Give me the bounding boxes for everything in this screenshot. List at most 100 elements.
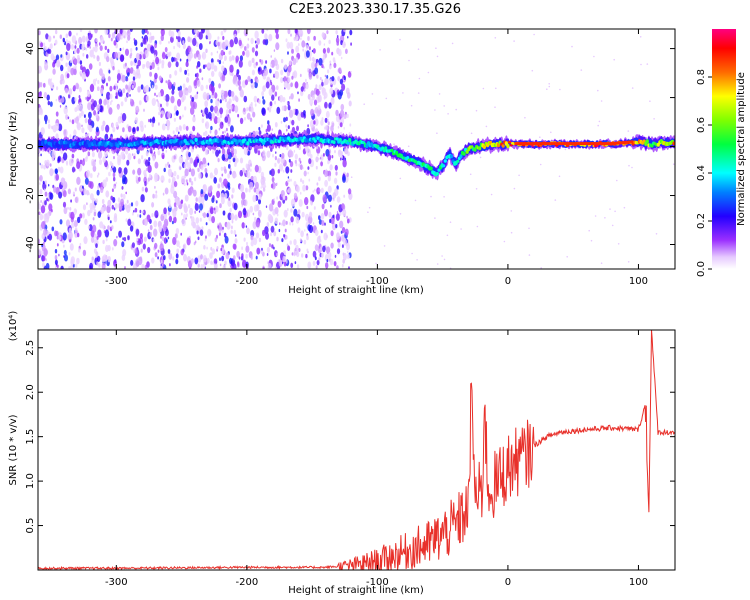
noise-speckle [127,235,130,241]
ridge-mark [514,142,516,146]
noise-speckle [96,255,101,262]
noise-speckle [179,67,183,73]
noise-speckle [320,246,323,251]
ridge-mark [537,142,540,146]
noise-speckle [339,220,344,229]
noise-speckle [101,73,105,80]
noise-speckle [434,217,436,219]
noise-speckle [434,109,436,111]
noise-speckle [323,232,328,241]
ridge-mark [587,142,589,146]
noise-speckle [318,84,322,91]
noise-speckle [170,36,174,43]
ridge-mark [582,142,584,146]
noise-speckle [232,243,236,250]
noise-speckle [290,208,293,213]
noise-speckle [246,170,251,179]
noise-speckle [42,262,45,268]
noise-speckle [98,150,103,159]
noise-speckle [219,229,222,234]
noise-speckle [43,188,46,192]
noise-speckle [368,206,371,209]
noise-speckle [335,30,338,35]
noise-speckle [100,124,105,132]
noise-speckle [308,72,313,80]
ridge-mark [478,146,482,151]
noise-speckle [160,235,162,239]
ridge-mark [581,142,583,146]
ridge-mark [558,142,561,146]
ridge-mark [230,140,234,145]
noise-speckle [154,175,158,183]
noise-speckle [226,159,228,162]
noise-speckle [335,109,339,117]
noise-speckle [631,87,634,89]
noise-speckle [244,223,246,227]
noise-speckle [69,207,72,211]
noise-speckle [276,85,279,91]
noise-speckle [38,162,41,166]
noise-speckle [252,194,257,203]
noise-speckle [184,158,189,165]
noise-speckle [154,193,158,199]
noise-speckle [336,35,339,38]
x-tick-label: -200 [236,276,259,287]
noise-speckle [285,235,288,240]
noise-speckle [314,63,318,68]
noise-speckle [227,89,232,97]
noise-speckle [282,261,284,265]
ridge-mark [561,142,563,146]
noise-speckle [260,186,262,189]
noise-speckle [49,101,53,107]
noise-speckle [672,163,675,165]
noise-speckle [347,92,351,99]
noise-speckle [305,50,310,58]
noise-speckle [178,125,182,130]
noise-speckle [96,261,99,266]
noise-speckle [222,95,225,100]
noise-speckle [126,40,128,44]
noise-speckle [174,233,178,239]
noise-speckle [153,228,158,237]
noise-speckle [179,245,181,249]
noise-speckle [350,70,352,73]
noise-speckle [76,161,81,170]
noise-speckle [443,105,446,107]
noise-speckle [43,42,46,47]
noise-speckle [38,81,41,89]
noise-speckle [154,84,158,90]
noise-speckle [60,54,63,58]
top-y-axis-label: Frequency (Hz) [8,111,19,187]
noise-speckle [289,96,291,100]
noise-speckle [252,111,256,118]
noise-speckle [266,124,271,132]
noise-speckle [407,145,410,148]
noise-speckle [144,124,147,128]
noise-speckle [475,109,478,112]
noise-speckle [225,127,228,132]
noise-speckle [252,212,255,216]
noise-speckle [295,216,300,224]
noise-speckle [261,247,263,251]
noise-speckle [315,156,319,163]
noise-speckle [69,243,74,251]
noise-speckle [159,243,164,252]
noise-speckle [202,64,206,70]
noise-speckle [476,225,479,228]
noise-speckle [100,36,104,44]
noise-speckle [183,213,187,220]
noise-speckle [318,176,321,182]
noise-speckle [221,255,225,262]
noise-speckle [451,42,454,45]
noise-speckle [597,124,599,127]
noise-speckle [129,54,132,59]
noise-speckle [258,198,261,205]
noise-speckle [117,105,120,110]
noise-speckle [38,107,41,116]
noise-speckle [151,62,155,70]
noise-speckle [79,213,83,219]
ridge-mark [545,142,548,146]
noise-speckle [177,86,180,91]
noise-speckle [237,29,240,34]
noise-speckle [134,207,138,213]
